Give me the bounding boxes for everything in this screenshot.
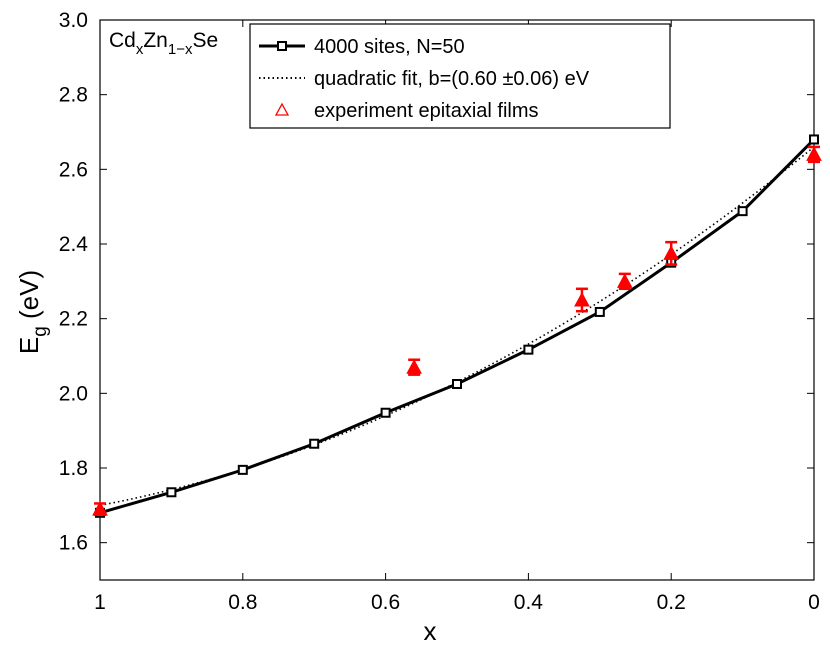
sim-point [809,134,819,145]
composition-sub-x: x [136,41,144,58]
y-tick-label: 2.6 [59,158,88,181]
y-axis-title-unit: (eV) [14,270,44,326]
composition-cd: Cd [109,29,136,52]
y-tick-label: 2.8 [59,84,88,107]
sim-point [166,487,177,498]
exp-point [574,291,590,307]
series-layer [92,134,822,518]
legend-label-exp: experiment epitaxial films [314,100,539,122]
x-tick-label: 0.6 [371,591,400,614]
legend: 4000 sites, N=50 quadratic fit, b=(0.60 … [249,23,671,129]
x-axis-title: x [424,616,437,646]
y-tick-label: 1.6 [59,532,88,555]
y-tick-labels: 1.6 1.8 2.0 2.2 2.4 2.6 2.8 3.0 [59,9,89,555]
composition-label: CdxZn1−xSe [109,29,218,58]
x-tick-label: 0.2 [657,591,686,614]
y-axis-title: Eg (eV) [14,270,51,354]
y-tick-label: 1.8 [59,457,88,480]
x-tick-label: 0.8 [228,591,257,614]
y-tick-label: 2.4 [59,233,89,256]
sim-point [380,407,391,418]
axis-ticks [99,19,815,580]
sim-point [237,464,248,475]
y-axis-title-base: E [14,337,44,354]
exp-point [806,146,822,161]
legend-label-sim: 4000 sites, N=50 [314,36,465,58]
composition-sub-1mx: 1−x [168,41,193,58]
x-tick-labels: 1 0.8 0.6 0.4 0.2 0 [94,591,820,614]
exp-point [663,245,680,260]
composition-zn: Zn [143,29,168,52]
x-tick-label: 1 [94,591,106,614]
composition-se: Se [192,29,218,52]
x-tick-label: 0 [808,591,820,614]
legend-label-fit: quadratic fit, b=(0.60 ±0.06) eV [314,68,590,90]
sim-point [309,438,320,449]
x-tick-label: 0.4 [514,591,544,614]
y-axis-title-sub: g [30,326,51,337]
legend-swatch-sim-marker [277,41,287,51]
legend-box [249,23,671,129]
y-tick-label: 2.0 [59,382,88,405]
sim-point [452,379,462,389]
y-tick-label: 2.2 [59,308,88,331]
y-tick-label: 3.0 [59,9,88,32]
exp-point [92,501,108,516]
sim-point [523,344,534,355]
sim-point [737,206,748,217]
exp-point [406,359,422,374]
legend-swatch-exp [274,102,290,116]
exp-point [616,273,633,288]
sim-point [594,306,605,317]
